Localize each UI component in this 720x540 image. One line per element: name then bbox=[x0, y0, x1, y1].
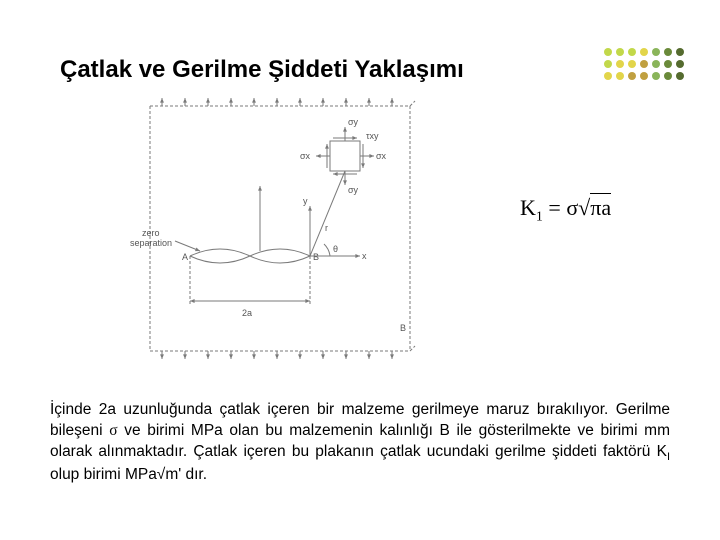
svg-text:zero: zero bbox=[142, 228, 160, 238]
stress-intensity-formula: K1 = σ√πa bbox=[520, 195, 611, 225]
formula-K: K bbox=[520, 195, 536, 220]
svg-text:2a: 2a bbox=[242, 308, 252, 318]
crack-diagram: σy σy σx σx τxy A By x r θ zeroseparation 2a B bbox=[130, 96, 430, 366]
svg-text:x: x bbox=[362, 251, 367, 261]
dot bbox=[640, 72, 648, 80]
formula-sqrt-arg: πa bbox=[590, 193, 611, 220]
body-paragraph: İçinde 2a uzunluğunda çatlak içeren bir … bbox=[50, 400, 670, 486]
dot bbox=[652, 72, 660, 80]
dot bbox=[652, 48, 660, 56]
svg-text:σy: σy bbox=[348, 117, 359, 127]
dot bbox=[676, 48, 684, 56]
svg-text:r: r bbox=[325, 223, 328, 233]
svg-text:θ: θ bbox=[333, 244, 338, 254]
dot bbox=[676, 72, 684, 80]
slide-title: Çatlak ve Gerilme Şiddeti Yaklaşımı bbox=[60, 56, 464, 84]
svg-text:y: y bbox=[303, 196, 308, 206]
dot bbox=[616, 60, 624, 68]
dot bbox=[616, 72, 624, 80]
dot bbox=[628, 60, 636, 68]
body-1b: ve birimi MPa olan bu malzemenin kalınlı… bbox=[50, 422, 670, 460]
dot bbox=[640, 60, 648, 68]
svg-text:σy: σy bbox=[348, 185, 359, 195]
svg-text:σx: σx bbox=[376, 151, 387, 161]
dot bbox=[616, 48, 624, 56]
dot bbox=[652, 60, 660, 68]
dot bbox=[664, 72, 672, 80]
dot bbox=[628, 72, 636, 80]
svg-text:τxy: τxy bbox=[366, 131, 379, 141]
svg-text:A: A bbox=[182, 252, 188, 262]
body-ksub: I bbox=[667, 451, 670, 463]
svg-text:B: B bbox=[400, 323, 406, 333]
body-sigma: σ bbox=[109, 422, 117, 439]
dot bbox=[664, 60, 672, 68]
decorative-dots bbox=[604, 48, 684, 80]
dot bbox=[640, 48, 648, 56]
dot bbox=[664, 48, 672, 56]
svg-text:B: B bbox=[313, 252, 319, 262]
dot bbox=[628, 48, 636, 56]
dot bbox=[604, 72, 612, 80]
dot bbox=[604, 48, 612, 56]
svg-text:σx: σx bbox=[300, 151, 311, 161]
formula-sub: 1 bbox=[536, 209, 543, 224]
dot bbox=[604, 60, 612, 68]
svg-text:separation: separation bbox=[130, 238, 172, 248]
body-1c: olup birimi MPa√m' dır. bbox=[50, 466, 207, 483]
formula-sigma: σ bbox=[566, 195, 578, 220]
dot bbox=[676, 60, 684, 68]
